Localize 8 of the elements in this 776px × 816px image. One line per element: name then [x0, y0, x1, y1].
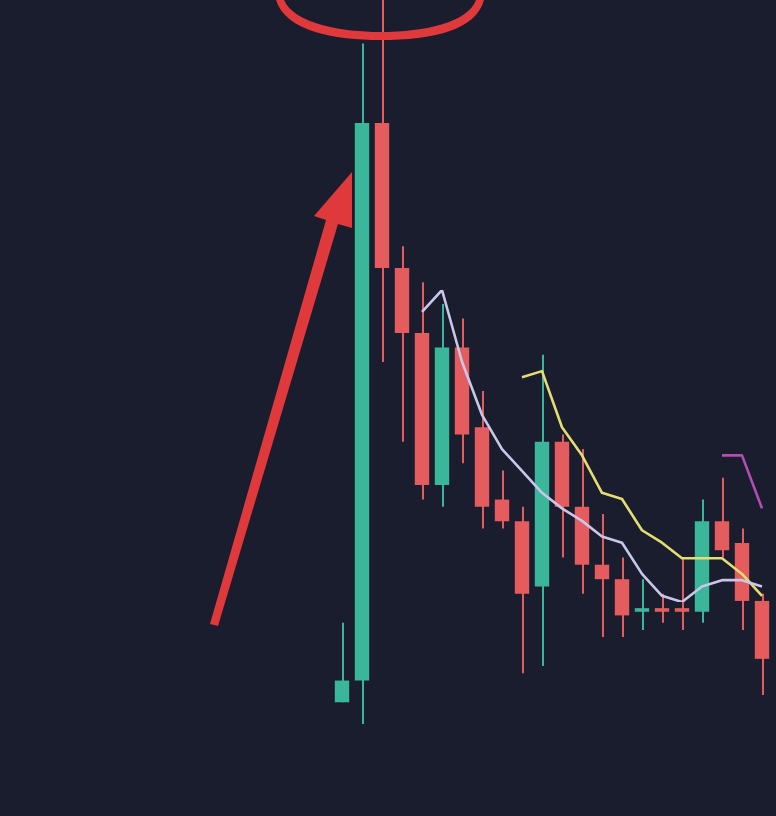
- candlestick: [334, 621, 350, 704]
- candlestick: [634, 578, 650, 631]
- candlestick: [674, 556, 690, 631]
- candlestick: [594, 513, 610, 639]
- candlestick: [714, 476, 730, 559]
- candlestick: [614, 556, 630, 639]
- candlestick: [494, 469, 510, 530]
- candlestick: [654, 592, 670, 624]
